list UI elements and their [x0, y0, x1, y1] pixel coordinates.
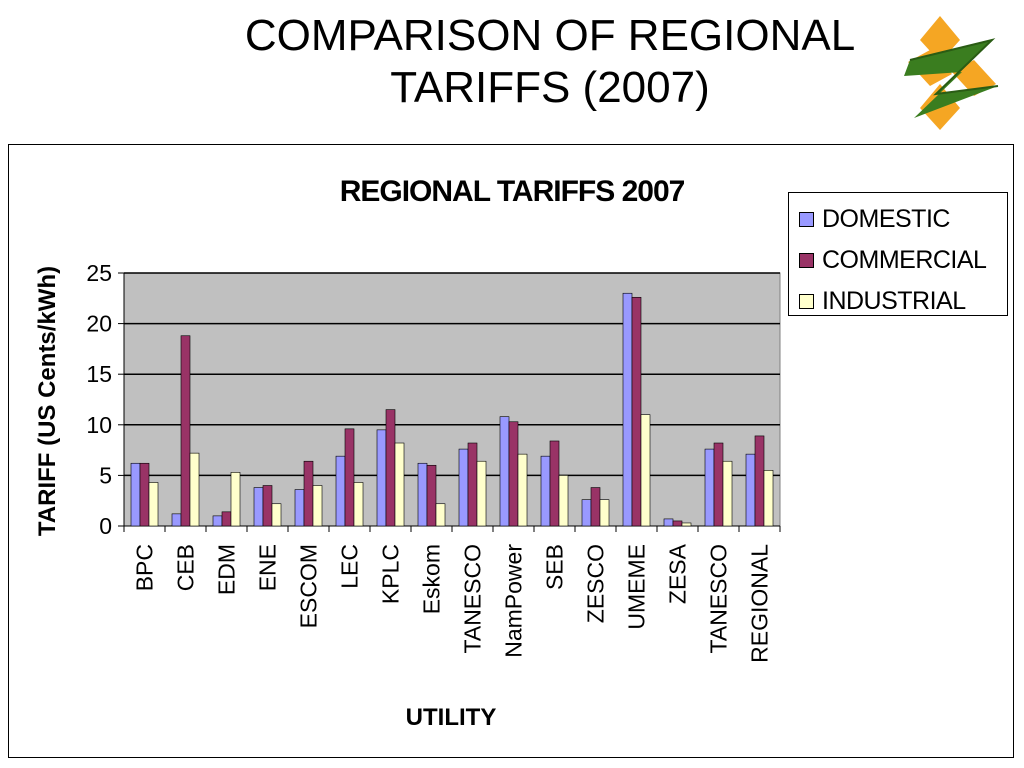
bar-domestic	[663, 518, 674, 527]
legend-swatch	[799, 253, 814, 268]
x-tick-label: REGIONAL	[747, 544, 773, 663]
bar-domestic	[458, 448, 469, 527]
bar-commercial	[221, 511, 232, 527]
y-axis-label: TARIFF (US Cents/kWh)	[34, 266, 61, 536]
y-tick-label: 15	[86, 361, 112, 387]
bar-domestic	[540, 455, 551, 527]
x-axis-label: UTILITY	[406, 704, 497, 731]
x-tick-label: Eskom	[419, 544, 445, 614]
slide-title-line-2: TARIFFS (2007)	[390, 63, 710, 112]
chart-legend: DOMESTIC COMMERCIAL INDUSTRIAL	[788, 192, 1008, 316]
bar-industrial	[763, 470, 774, 527]
bar-domestic	[581, 499, 592, 527]
legend-label: COMMERCIAL	[822, 246, 987, 274]
x-tick-label: CEB	[173, 544, 199, 591]
legend-item: COMMERCIAL	[799, 240, 1007, 281]
x-tick-label: ZESA	[665, 543, 691, 604]
y-tick-label: 10	[86, 412, 112, 438]
bar-industrial	[476, 460, 487, 527]
bar-commercial	[631, 296, 642, 527]
bar-domestic	[130, 462, 141, 527]
bar-commercial	[426, 464, 437, 527]
bar-industrial	[353, 482, 364, 527]
legend-item: INDUSTRIAL	[799, 281, 1007, 322]
slide-title-line-1: COMPARISON OF REGIONAL	[244, 11, 856, 60]
bar-industrial	[435, 503, 446, 527]
bar-domestic	[745, 453, 756, 527]
bar-commercial	[713, 442, 724, 527]
bar-industrial	[271, 503, 282, 527]
y-tick-label: 5	[99, 462, 112, 488]
x-tick-label: BPC	[132, 544, 158, 591]
bar-domestic	[171, 513, 182, 527]
legend-item: DOMESTIC	[799, 199, 1007, 240]
bar-domestic	[335, 455, 346, 527]
bar-domestic	[212, 515, 223, 527]
bar-industrial	[722, 460, 733, 527]
diamond-z-logo-icon	[904, 16, 999, 130]
bar-industrial	[394, 442, 405, 527]
bar-domestic	[417, 462, 428, 527]
bar-commercial	[508, 421, 519, 527]
bar-industrial	[517, 453, 528, 527]
bar-chart: REGIONAL TARIFFS 2007 UTILITY TARIFF (US…	[34, 175, 781, 731]
x-tick-label: NamPower	[501, 544, 527, 658]
bar-industrial	[681, 522, 692, 527]
bar-industrial	[230, 472, 241, 527]
x-tick-label: TANESCO	[460, 544, 486, 653]
bar-commercial	[549, 440, 560, 527]
x-tick-label: KPLC	[378, 544, 404, 604]
bar-industrial	[148, 482, 159, 527]
bar-domestic	[253, 487, 264, 527]
y-tick-label: 0	[99, 513, 112, 539]
y-tick-label: 25	[86, 260, 112, 286]
bar-domestic	[294, 489, 305, 527]
bar-commercial	[262, 485, 273, 527]
plot-area	[123, 272, 781, 527]
legend-swatch	[799, 212, 814, 227]
legend-label: INDUSTRIAL	[822, 287, 966, 315]
x-tick-label: ZESCO	[583, 544, 609, 623]
x-tick-label: TANESCO	[706, 544, 732, 653]
bar-commercial	[672, 520, 683, 527]
x-tick-label: ENE	[255, 544, 281, 591]
bar-commercial	[303, 460, 314, 527]
bar-commercial	[590, 487, 601, 527]
x-tick-label: UMEME	[624, 544, 650, 630]
bar-industrial	[312, 485, 323, 527]
chart-title: REGIONAL TARIFFS 2007	[340, 175, 685, 208]
legend-swatch	[799, 294, 814, 309]
bar-domestic	[622, 292, 633, 527]
x-tick-label: SEB	[542, 544, 568, 590]
x-tick-label: EDM	[214, 544, 240, 595]
bar-domestic	[499, 416, 510, 527]
bar-industrial	[189, 452, 200, 527]
legend-label: DOMESTIC	[822, 205, 950, 233]
bar-commercial	[467, 442, 478, 527]
bar-industrial	[599, 499, 610, 527]
bar-commercial	[344, 428, 355, 527]
bar-commercial	[385, 409, 396, 527]
slide-title: COMPARISON OF REGIONAL TARIFFS (2007)	[200, 10, 900, 114]
bar-industrial	[640, 414, 651, 527]
bar-industrial	[558, 475, 569, 527]
bar-domestic	[376, 429, 387, 527]
x-tick-label: ESCOM	[296, 544, 322, 628]
bar-domestic	[704, 448, 715, 527]
x-tick-label: LEC	[337, 544, 363, 589]
bar-commercial	[139, 462, 150, 527]
y-tick-label: 20	[86, 311, 112, 337]
bar-commercial	[754, 435, 765, 527]
bar-commercial	[180, 335, 191, 527]
